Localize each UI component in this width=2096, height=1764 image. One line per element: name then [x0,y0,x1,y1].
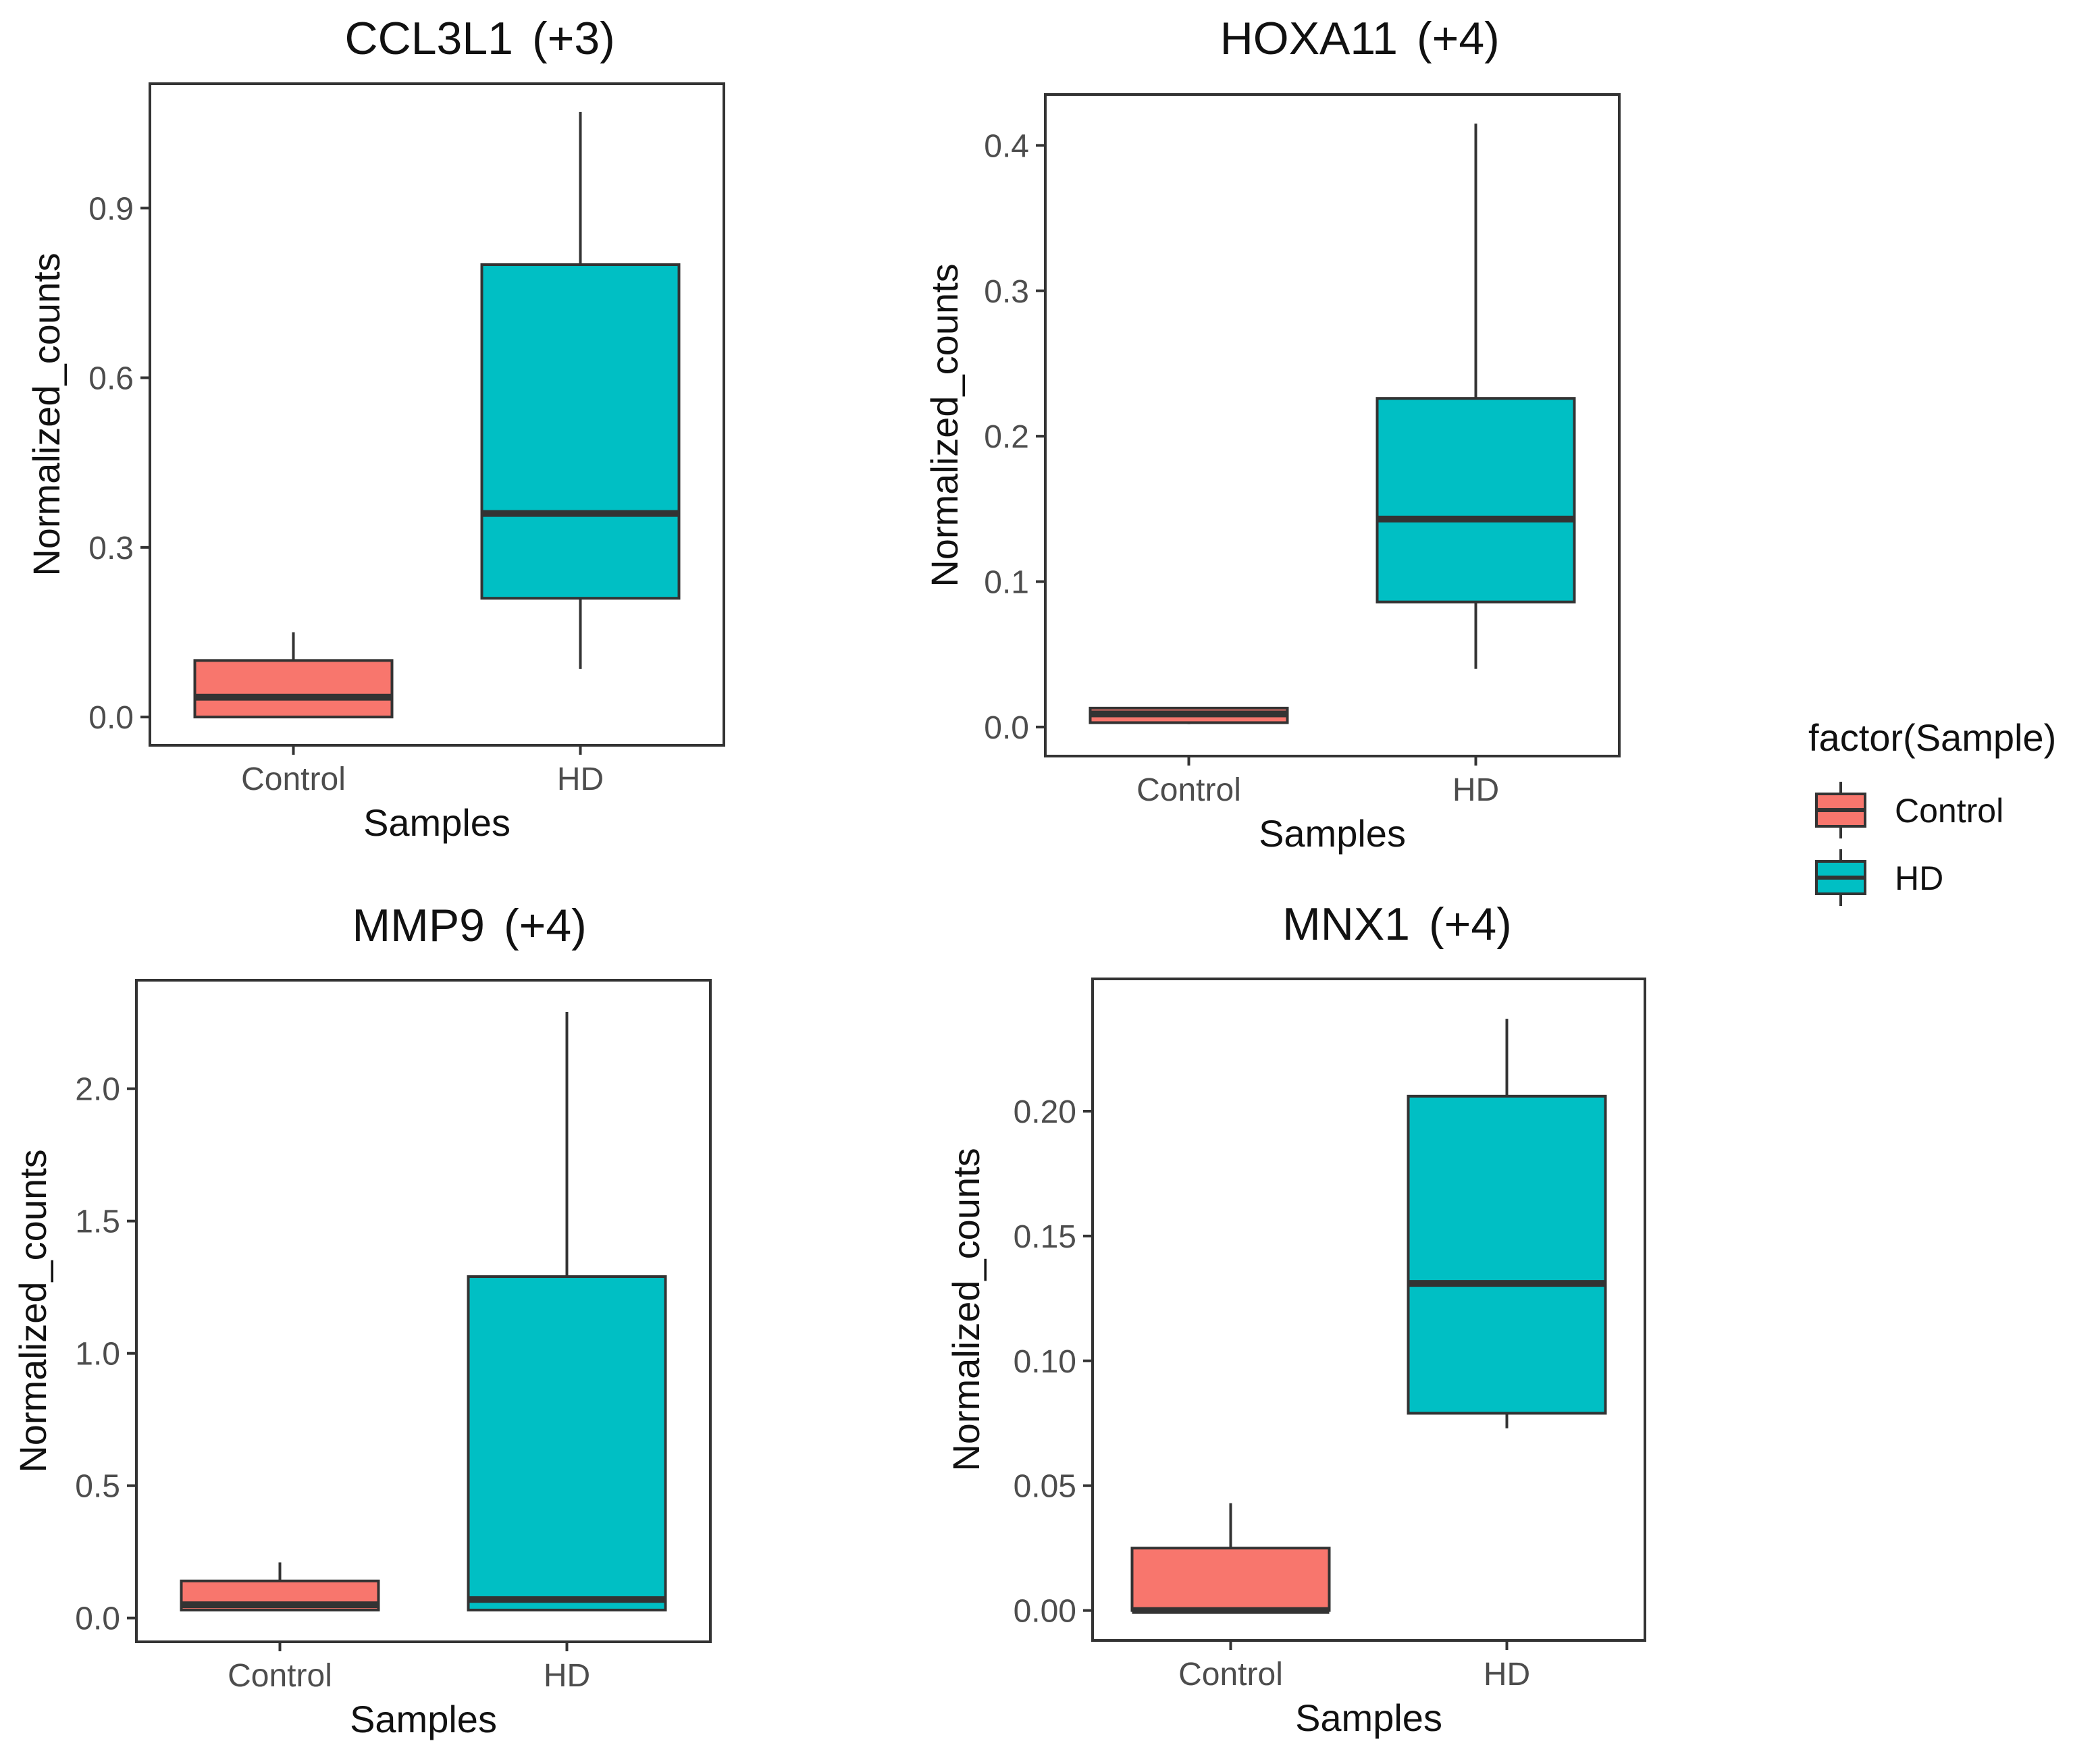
x-axis-title: Samples [363,801,510,844]
y-axis-title: Normalized_counts [923,263,966,587]
y-tick-label: 0.3 [984,274,1029,310]
y-axis-title: Normalized_counts [25,252,68,576]
x-tick-label: Control [241,761,346,797]
panel-title-suffix: (+3) [532,13,615,64]
x-tick-label: Control [1136,772,1241,808]
iqr-box [1376,397,1576,604]
y-tick-label: 0.4 [984,128,1029,164]
panel-title: MNX1 [1282,899,1410,950]
x-tick-label: Control [228,1658,332,1694]
iqr-box [1130,1547,1331,1612]
box-hd [1407,1019,1607,1428]
x-axis-title: Samples [1259,812,1406,855]
legend-key-hd [1815,849,1866,906]
panel-title-suffix: (+4) [1417,13,1500,64]
x-axis-title: Samples [350,1698,497,1740]
x-tick-label: HD [557,761,604,797]
legend-label: HD [1895,859,1943,897]
y-tick-label: 0.10 [1014,1344,1076,1380]
panel-title-suffix: (+4) [1429,899,1512,950]
y-tick-label: 0.6 [88,361,134,397]
x-tick-label: HD [1452,772,1499,808]
iqr-box [193,659,394,719]
boxplot-panel-2: HOXA11 (+4) 0.0 0.1 0.2 0.3 0.4 Control HD Sample… [923,13,1621,855]
y-tick-label: 0.9 [88,191,134,227]
y-tick-label: 0.00 [1014,1594,1076,1630]
boxplot-panel-3: MMP9 (+4) 0.0 0.5 1.0 1.5 2.0 Control HD Samples N… [11,900,712,1740]
boxplot-panel-4: MNX1 (+4) 0.00 0.05 0.10 0.15 0.20 Control HD Sam… [945,899,1646,1739]
y-tick-label: 0.15 [1014,1219,1076,1255]
panel-title: MMP9 [352,900,485,951]
x-tick-label: Control [1178,1657,1283,1692]
box-hd [1376,124,1576,669]
legend-key-control [1815,782,1866,838]
y-tick-label: 2.0 [75,1072,120,1108]
iqr-box [1407,1094,1607,1415]
y-axis-title: Normalized_counts [11,1149,54,1472]
y-tick-label: 0.0 [75,1601,120,1637]
boxplot-panel-1: CCL3L1 (+3) 0.0 0.3 0.6 0.9 Control HD Samples No… [25,13,725,844]
y-tick-label: 0.20 [1014,1094,1076,1130]
y-tick-label: 1.5 [75,1204,120,1240]
iqr-box [480,263,681,600]
box-hd [467,1012,667,1611]
box-control [1089,706,1289,724]
y-tick-label: 0.0 [88,700,134,736]
y-axis-title: Normalized_counts [945,1148,987,1471]
panel-frame [1044,93,1621,757]
panel-frame [135,979,712,1643]
iqr-box [467,1275,667,1611]
box-hd [480,111,681,669]
x-tick-label: HD [1484,1657,1530,1692]
y-tick-label: 0.3 [88,531,134,566]
box-control [1130,1503,1331,1614]
legend-label: Control [1895,792,2003,830]
y-tick-label: 1.0 [75,1337,120,1372]
y-tick-label: 0.1 [984,565,1029,601]
x-tick-label: HD [544,1658,590,1694]
panel-title-suffix: (+4) [504,900,587,951]
x-axis-title: Samples [1295,1696,1442,1739]
box-control [193,632,394,719]
panel-frame [1091,978,1646,1642]
panel-title: CCL3L1 [345,13,514,64]
legend: factor(Sample) Control HD [1808,716,2056,906]
y-tick-label: 0.5 [75,1469,120,1505]
panel-title: HOXA11 [1220,13,1398,64]
panel-frame [149,82,725,747]
y-tick-label: 0.0 [984,710,1029,746]
y-tick-label: 0.05 [1014,1469,1076,1505]
box-control [180,1562,380,1611]
y-tick-label: 0.2 [984,419,1029,455]
legend-title: factor(Sample) [1808,716,2056,759]
